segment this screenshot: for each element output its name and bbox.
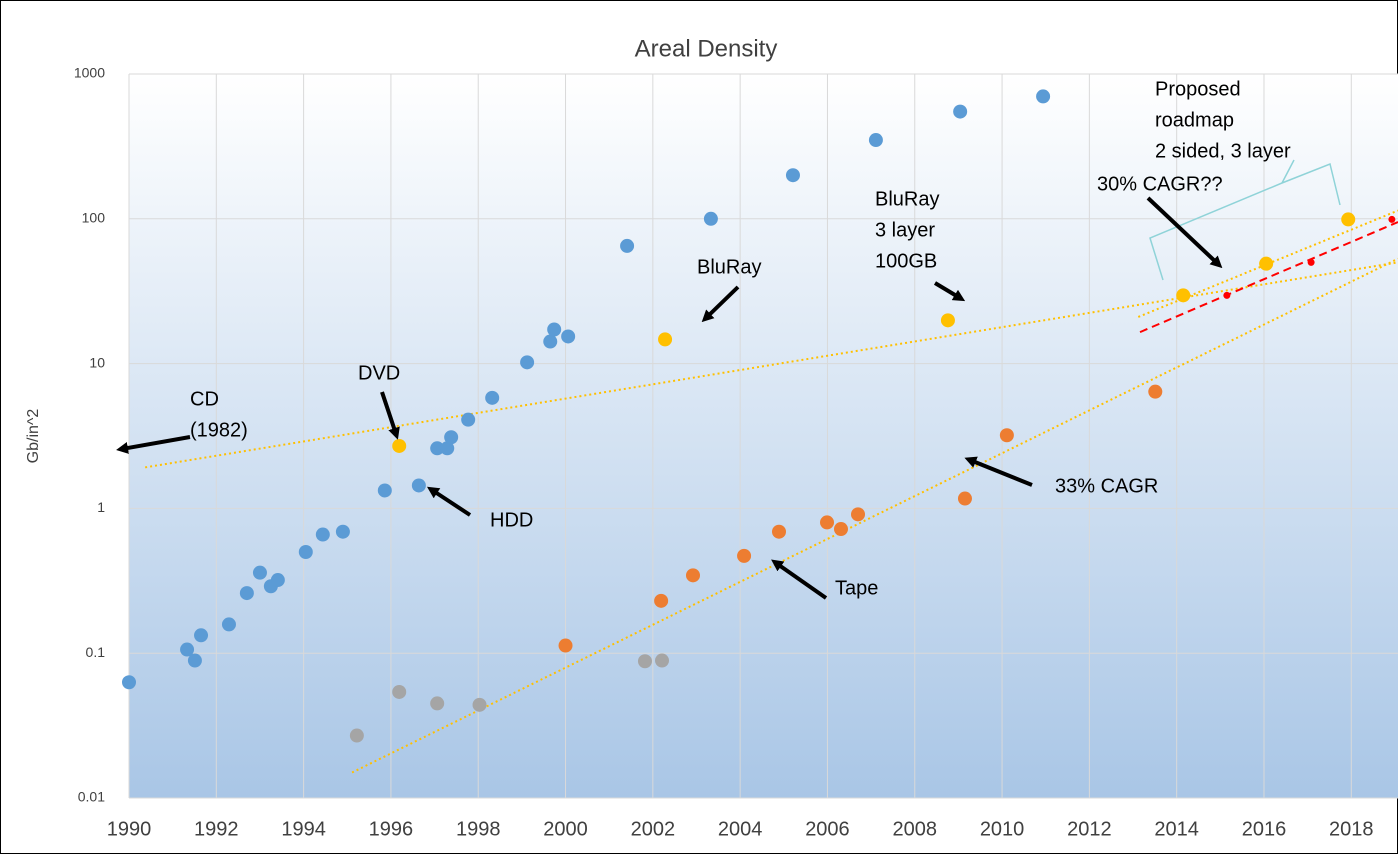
point xyxy=(444,430,459,445)
trendline xyxy=(351,257,1398,774)
x-tick-label: 1990 xyxy=(107,818,152,840)
arrows xyxy=(116,196,1223,600)
annotation: BluRay xyxy=(875,188,939,210)
point xyxy=(785,168,800,183)
annotation: DVD xyxy=(358,362,400,384)
x-tick-label: 2002 xyxy=(631,818,676,840)
point xyxy=(411,478,426,493)
annotation: (1982) xyxy=(190,419,248,441)
x-tick-label: 1992 xyxy=(194,818,239,840)
point xyxy=(1176,288,1191,303)
x-tick-label: 2018 xyxy=(1329,818,1374,840)
point xyxy=(392,684,407,699)
annotation: Proposed xyxy=(1155,78,1241,100)
y-axis-label: Gb/in^2 xyxy=(25,409,42,464)
point xyxy=(620,238,635,253)
point xyxy=(1148,384,1163,399)
point xyxy=(440,441,455,456)
trendline xyxy=(144,261,1398,469)
point xyxy=(940,313,955,328)
point xyxy=(315,527,330,542)
x-tick-label: 2012 xyxy=(1067,818,1112,840)
y-tick-label: 0.1 xyxy=(86,644,106,660)
point xyxy=(658,332,673,347)
point xyxy=(999,428,1014,443)
annotation: 3 layer xyxy=(875,219,935,241)
point xyxy=(252,565,267,580)
annotation: 100GB xyxy=(875,250,937,272)
annotation: 30% CAGR?? xyxy=(1097,173,1223,195)
point xyxy=(122,675,136,690)
point xyxy=(194,628,209,643)
point xyxy=(1388,215,1396,223)
point xyxy=(239,586,254,601)
annotation: CD xyxy=(190,388,219,410)
x-tick-label: 2006 xyxy=(805,818,850,840)
point xyxy=(377,483,392,498)
point xyxy=(520,355,535,370)
x-tick-label: 2010 xyxy=(980,818,1025,840)
point xyxy=(957,491,972,506)
point xyxy=(558,638,573,653)
point xyxy=(561,329,576,344)
y-tick-label: 10 xyxy=(89,354,105,370)
point xyxy=(851,507,866,522)
point xyxy=(1036,89,1051,104)
point xyxy=(543,334,558,349)
y-tick-label: 100 xyxy=(82,210,106,226)
point xyxy=(1259,256,1274,271)
point xyxy=(187,653,202,668)
x-tick-label: 1998 xyxy=(456,818,501,840)
annotation: roadmap xyxy=(1155,109,1234,131)
point xyxy=(485,390,500,405)
point xyxy=(953,104,968,119)
point xyxy=(637,654,652,669)
x-tick-label: 2016 xyxy=(1242,818,1287,840)
x-tick-label: 1996 xyxy=(369,818,414,840)
x-tick-label: 1994 xyxy=(281,818,326,840)
y-tick-label: 1000 xyxy=(74,65,105,81)
point xyxy=(820,515,835,530)
y-tick-label: 0.01 xyxy=(78,789,105,805)
annotation: HDD xyxy=(490,509,533,531)
point xyxy=(868,133,883,148)
plot-area xyxy=(129,74,1398,798)
point xyxy=(833,522,848,537)
point xyxy=(547,322,562,337)
point xyxy=(654,593,669,608)
y-tick-label: 1 xyxy=(97,499,105,515)
x-tick-label: 2004 xyxy=(718,818,763,840)
point xyxy=(180,642,195,657)
point xyxy=(1307,258,1315,266)
point xyxy=(703,211,718,226)
point xyxy=(335,524,350,539)
point xyxy=(472,697,487,712)
annotation: BluRay xyxy=(697,256,761,278)
point xyxy=(298,544,313,559)
point xyxy=(1223,291,1231,299)
point xyxy=(1341,212,1356,227)
point xyxy=(221,617,236,632)
point xyxy=(270,573,285,588)
point xyxy=(349,728,364,743)
x-tick-label: 2014 xyxy=(1154,818,1199,840)
x-tick-label: 2008 xyxy=(893,818,938,840)
point xyxy=(392,438,407,453)
point xyxy=(686,568,700,583)
point xyxy=(771,524,786,539)
annotation: Tape xyxy=(835,577,878,599)
point xyxy=(430,696,445,711)
trendline xyxy=(1139,221,1398,334)
roadmap-bracket xyxy=(1149,159,1341,281)
point xyxy=(737,548,752,563)
annotation: 2 sided, 3 layer xyxy=(1155,140,1291,162)
x-tick-label: 2000 xyxy=(543,818,588,840)
annotation: 33% CAGR xyxy=(1055,475,1158,497)
point xyxy=(430,441,445,456)
point xyxy=(461,412,476,427)
chart-title: Areal Density xyxy=(635,35,778,62)
point xyxy=(655,653,670,668)
